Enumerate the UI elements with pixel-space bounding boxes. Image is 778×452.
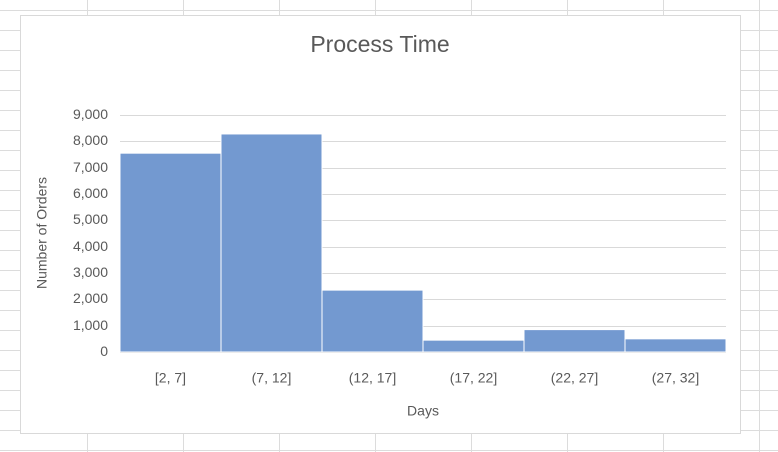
x-tick-label: [2, 7] [155,370,186,386]
y-tick-label: 6,000 [73,185,108,201]
y-tick-label: 0 [100,343,108,359]
y-tick-label: 4,000 [73,238,108,254]
y-tick-label: 1,000 [73,317,108,333]
y-tick-label: 7,000 [73,159,108,175]
bar [321,289,424,353]
x-tick-label: (22, 27] [551,370,598,386]
bar [624,338,727,353]
y-tick-label: 5,000 [73,211,108,227]
y-tick-label: 9,000 [73,106,108,122]
y-tick-label: 8,000 [73,132,108,148]
chart-title: Process Time [310,31,449,57]
y-tick-label: 3,000 [73,264,108,280]
x-tick-label: (17, 22] [450,370,497,386]
bar [119,152,222,353]
x-tick-label: (12, 17] [349,370,396,386]
y-tick-label: 2,000 [73,290,108,306]
bar [220,133,323,353]
x-tick-label: (7, 12] [252,370,292,386]
bar [523,329,626,353]
x-tick-label: (27, 32] [652,370,699,386]
y-axis-title: Number of Orders [34,177,50,289]
bar [422,339,525,353]
x-axis-title: Days [407,403,439,419]
